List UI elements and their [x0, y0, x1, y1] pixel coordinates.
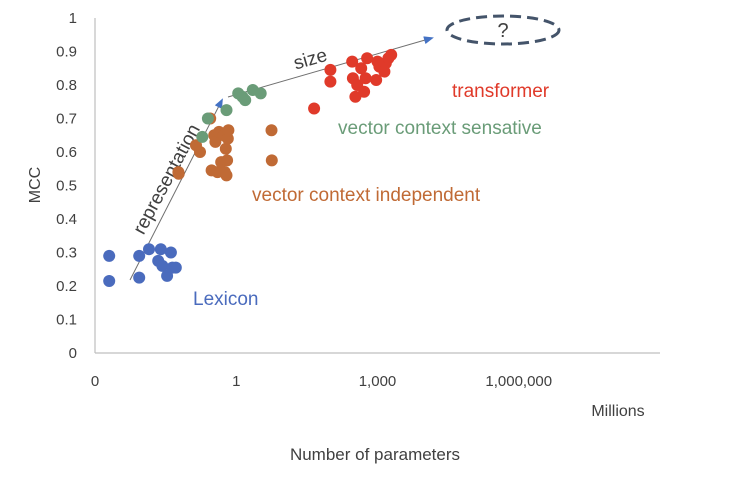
transformer-point [324, 75, 337, 88]
series-transformer [308, 48, 398, 115]
x-axis-unit-label: Millions [591, 403, 644, 420]
transformer-point [308, 102, 321, 115]
vector-context-sensative-point [239, 94, 252, 107]
series-lexicon [103, 243, 182, 287]
lexicon-point [154, 243, 167, 256]
size-label: size [291, 45, 329, 75]
vector-context-sensative-point [254, 87, 267, 100]
lexicon-point [133, 271, 146, 284]
data-points [103, 48, 398, 287]
transformer-point [324, 63, 337, 76]
y-axis-title: MCC [27, 167, 44, 203]
vector-context-independent-point [222, 124, 235, 137]
y-tick-label: 0.9 [56, 44, 77, 61]
y-tick-label: 0.4 [56, 211, 77, 228]
y-tick-label: 0.6 [56, 144, 77, 161]
representation-label: representation [129, 121, 205, 238]
vector-context-independent-point [219, 142, 232, 155]
vector-context-sensative-label: vector context sensative [338, 118, 542, 139]
unknown-mark: ? [497, 20, 508, 42]
transformer-point [361, 52, 374, 65]
x-tick-label: 1 [232, 373, 240, 390]
transformer-label: transformer [452, 81, 550, 102]
y-tick-label: 0.3 [56, 245, 77, 262]
transformer-point [385, 48, 398, 61]
transformer-point [358, 85, 371, 98]
x-tick-label: 1,000,000 [485, 373, 552, 390]
lexicon-point [133, 249, 146, 262]
vector-context-independent-point [265, 154, 278, 167]
y-tick-label: 0.8 [56, 77, 77, 94]
transformer-point [349, 90, 362, 103]
y-tick-label: 0.1 [56, 312, 77, 329]
vector-context-sensative-point [196, 130, 209, 143]
lexicon-point [164, 246, 177, 259]
y-tick-label: 1 [69, 10, 77, 27]
x-tick-label: 0 [91, 373, 99, 390]
lexicon-point [103, 275, 116, 287]
y-tick-label: 0 [69, 345, 77, 362]
unknown-ellipse [445, 14, 561, 46]
vector-context-sensative-point [201, 112, 214, 125]
lexicon-point [143, 243, 155, 256]
lexicon-point [103, 249, 116, 262]
x-tick-labels: 0 1 1,000 1,000,000 [91, 373, 552, 390]
lexicon-point [169, 261, 182, 274]
page-x-axis-title: Number of parameters [289, 445, 461, 464]
lexicon-label: Lexicon [193, 289, 259, 310]
vector-context-independent-point [172, 167, 185, 180]
vector-context-independent-point [220, 169, 233, 182]
x-tick-label: 1,000 [359, 373, 397, 390]
vector-context-independent-point [209, 135, 222, 148]
transformer-point [359, 72, 372, 85]
series-vector-context-independent [172, 112, 278, 182]
y-tick-label: 0.5 [56, 178, 77, 195]
transformer-point [355, 62, 368, 75]
vector-context-independent-point [265, 124, 278, 137]
y-tick-labels: 0 0.1 0.2 0.3 0.4 0.5 0.6 0.7 0.8 0.9 1 [56, 10, 77, 362]
vector-context-independent-point [221, 154, 234, 167]
lexicon-point [156, 259, 169, 272]
vector-context-sensative-point [220, 104, 233, 117]
vector-context-independent-point [194, 146, 206, 158]
y-tick-label: 0.2 [56, 278, 77, 295]
transformer-point [346, 55, 359, 68]
vector-context-independent-label: vector context independent [252, 185, 481, 206]
y-tick-label: 0.7 [56, 111, 77, 128]
transformer-point [370, 74, 383, 86]
series-vector-context-sensative [196, 84, 267, 143]
